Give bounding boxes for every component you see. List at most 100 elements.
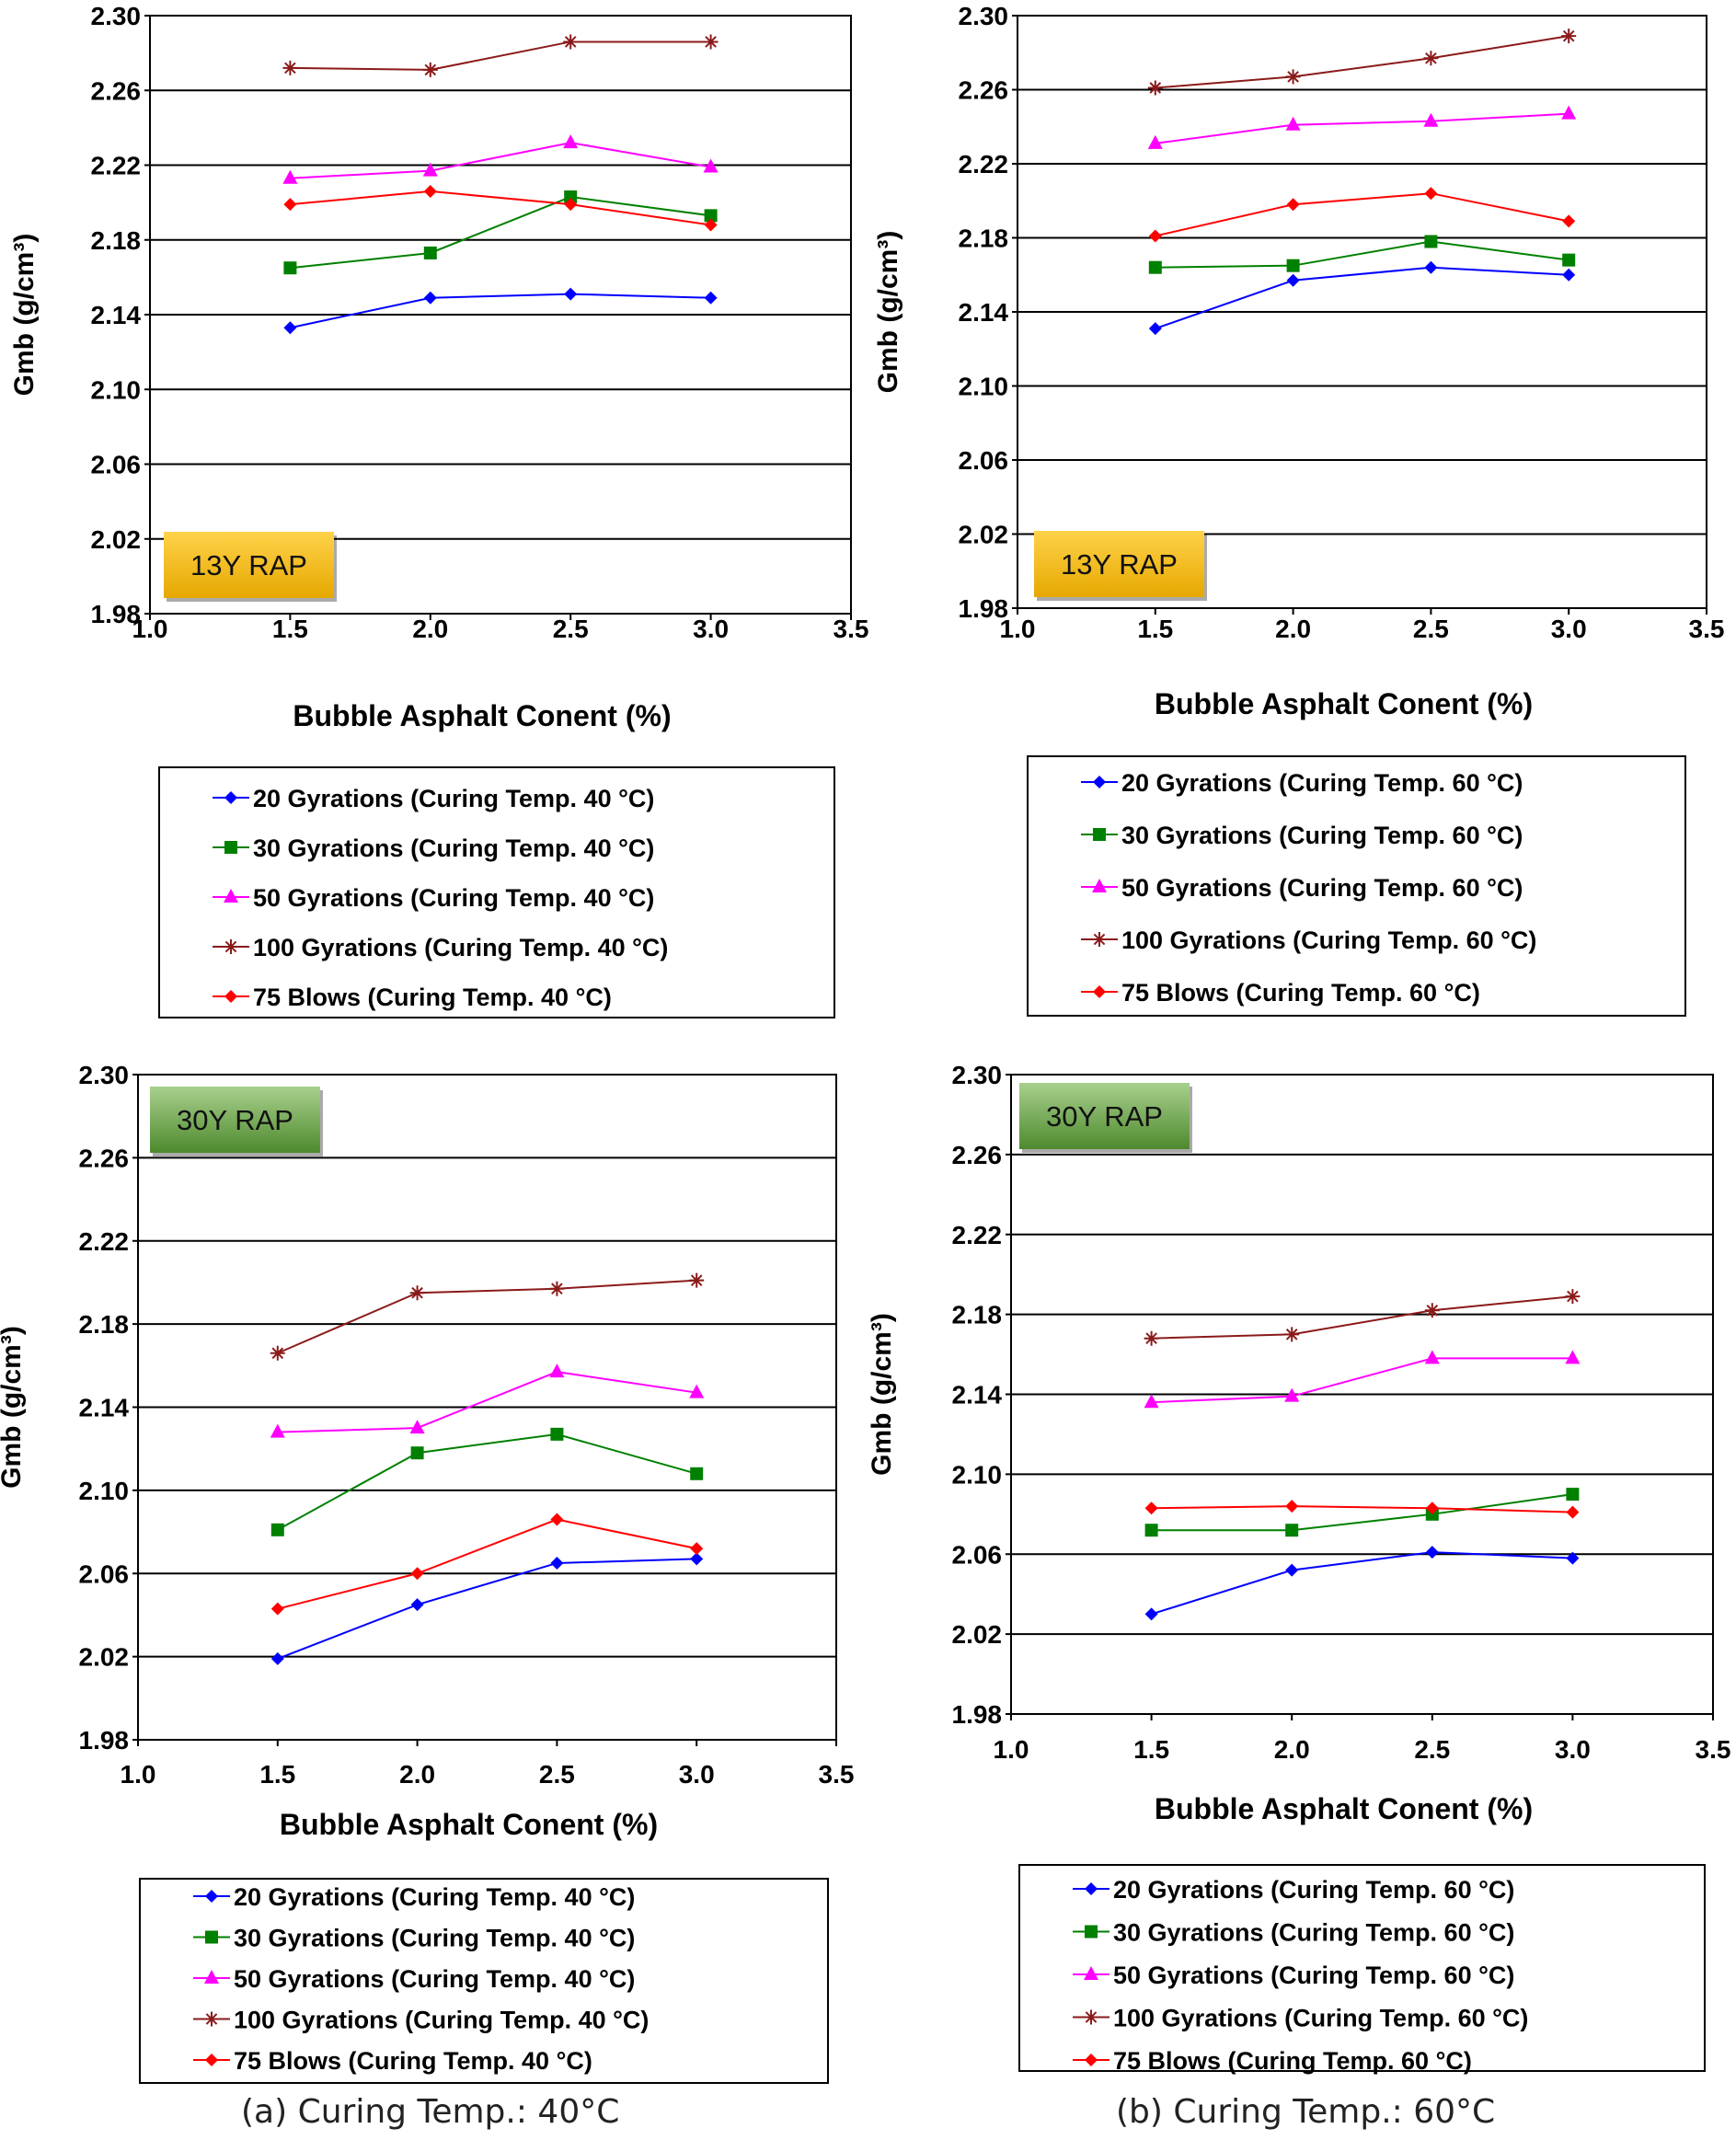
data-point-s100: [549, 1281, 565, 1296]
data-point-s20: [704, 291, 718, 305]
legend-marker-s100: [1084, 2009, 1098, 2025]
data-point-s75: [270, 1602, 284, 1616]
y-tick-label: 2.26: [952, 1141, 1003, 1169]
x-tick-label: 3.5: [834, 615, 869, 643]
data-point-s75: [1566, 1505, 1580, 1519]
legend-marker-s20: [224, 791, 237, 804]
data-point-s100: [1285, 69, 1301, 85]
series-line-s75: [1151, 1505, 1573, 1513]
data-point-s30: [423, 246, 437, 259]
x-axis-label: Bubble Asphalt Conent (%): [1155, 1792, 1533, 1825]
legend-label: 50 Gyrations (Curing Temp. 40 °C): [253, 884, 654, 912]
caption-curing-60c: (b) Curing Temp.: 60°C: [1116, 2093, 1496, 2131]
legend-label: 75 Blows (Curing Temp. 40 °C): [253, 984, 612, 1011]
legend-entry-s100: 100 Gyrations (Curing Temp. 60 °C): [1073, 2005, 1528, 2032]
data-point-s50: [1565, 1350, 1581, 1364]
data-point-s20: [1424, 260, 1438, 274]
data-point-s50: [549, 1363, 565, 1378]
y-tick-label: 2.22: [952, 1221, 1003, 1249]
data-point-s75: [1148, 229, 1162, 243]
y-tick-label: 2.30: [79, 1061, 130, 1089]
series-line-s75: [290, 190, 711, 226]
data-point-s30: [410, 1446, 424, 1460]
legend-entry-s20: 20 Gyrations (Curing Temp. 60 °C): [1081, 769, 1523, 797]
x-tick-label: 1.5: [259, 1760, 295, 1789]
legend-label: 50 Gyrations (Curing Temp. 60 °C): [1113, 1962, 1514, 1989]
legend-marker-s75: [1093, 985, 1106, 998]
data-point-s75: [690, 1542, 704, 1556]
y-tick-label: 2.06: [79, 1559, 130, 1588]
data-point-s50: [1147, 134, 1163, 149]
legend-marker-s30: [1093, 828, 1106, 841]
y-axis-label: Gmb (g/cm³): [0, 1326, 27, 1489]
legend-marker-s30: [1085, 1925, 1098, 1939]
legend-label: 20 Gyrations (Curing Temp. 60 °C): [1113, 1876, 1514, 1904]
caption-curing-40c: (a) Curing Temp.: 40°C: [241, 2093, 620, 2131]
x-tick-label: 2.5: [539, 1760, 575, 1789]
x-tick-label: 1.0: [132, 615, 168, 643]
legend-marker-s20: [1085, 1882, 1098, 1895]
x-tick-label: 3.5: [1696, 1735, 1731, 1764]
data-point-s50: [689, 1384, 705, 1398]
data-point-s75: [564, 198, 578, 212]
legend-marker-s20: [205, 1890, 218, 1903]
data-point-s100: [1424, 1303, 1440, 1318]
data-point-s30: [1148, 260, 1162, 274]
y-tick-label: 2.22: [91, 152, 142, 180]
y-tick-label: 2.26: [79, 1144, 130, 1172]
legend-label: 30 Gyrations (Curing Temp. 40 °C): [253, 834, 654, 862]
data-point-s75: [1286, 198, 1300, 212]
data-point-s20: [423, 291, 437, 305]
data-point-s30: [1424, 235, 1438, 248]
series-line-s20: [1155, 266, 1569, 330]
legend-label: 75 Blows (Curing Temp. 40 °C): [234, 2047, 592, 2075]
data-point-s75: [704, 218, 718, 232]
legend: 20 Gyrations (Curing Temp. 60 °C) 30 Gyra…: [1027, 755, 1686, 1017]
y-tick-label: 2.14: [959, 298, 1009, 327]
data-point-s100: [1565, 1289, 1581, 1305]
series-line-s30: [1151, 1493, 1573, 1532]
rap-badge: 30Y RAP: [150, 1087, 323, 1156]
data-point-s30: [690, 1467, 704, 1480]
data-point-s100: [563, 34, 579, 50]
legend-marker-s50: [204, 1970, 219, 1984]
data-point-s75: [423, 184, 437, 198]
x-tick-label: 3.0: [693, 615, 729, 643]
data-point-s20: [283, 321, 297, 335]
x-tick-label: 1.5: [1137, 615, 1173, 643]
legend-entry-s50: 50 Gyrations (Curing Temp. 60 °C): [1081, 874, 1523, 902]
legend-label: 30 Gyrations (Curing Temp. 60 °C): [1113, 1919, 1514, 1947]
x-axis-label: Bubble Asphalt Conent (%): [1155, 687, 1533, 720]
data-point-s75: [410, 1567, 424, 1581]
data-point-s50: [1561, 105, 1577, 120]
chart-30y-rap-40c: 1.98 2.02 2.06 2.10 2.14 2.18 2.22 2.26 2.30 1.0 1…: [0, 1061, 854, 2084]
x-tick-label: 3.0: [1551, 615, 1587, 643]
legend-label: 100 Gyrations (Curing Temp. 40 °C): [253, 934, 668, 961]
rap-badge: 13Y RAP: [1034, 531, 1207, 601]
series-line-s20: [1151, 1551, 1573, 1616]
legend-marker-s75: [205, 2054, 218, 2066]
legend-entry-s75: 75 Blows (Curing Temp. 40 °C): [213, 984, 612, 1011]
series-line-s100: [290, 40, 711, 71]
data-point-s50: [1284, 1387, 1300, 1402]
data-point-s20: [1144, 1607, 1158, 1621]
data-point-s50: [1423, 112, 1439, 127]
data-point-s75: [1425, 1501, 1439, 1515]
data-point-s30: [564, 190, 578, 204]
data-point-s20: [550, 1556, 564, 1570]
data-point-s100: [282, 60, 298, 75]
rap-badge: 13Y RAP: [164, 532, 337, 602]
x-tick-label: 3.5: [1689, 615, 1725, 643]
y-tick-label: 2.02: [959, 521, 1009, 549]
data-point-s50: [1144, 1394, 1159, 1409]
legend-entry-s20: 20 Gyrations (Curing Temp. 40 °C): [193, 1883, 635, 1911]
series-line-s50: [290, 142, 711, 179]
legend-label: 20 Gyrations (Curing Temp. 60 °C): [1121, 769, 1523, 797]
legend-entry-s30: 30 Gyrations (Curing Temp. 40 °C): [213, 834, 654, 862]
legend-label: 75 Blows (Curing Temp. 60 °C): [1113, 2047, 1472, 2075]
data-point-s20: [1425, 1546, 1439, 1559]
legend: 20 Gyrations (Curing Temp. 40 °C) 30 Gyra…: [158, 766, 835, 1018]
series-line-s20: [290, 293, 711, 329]
data-point-s75: [1562, 214, 1576, 228]
y-tick-label: 2.18: [79, 1310, 130, 1339]
